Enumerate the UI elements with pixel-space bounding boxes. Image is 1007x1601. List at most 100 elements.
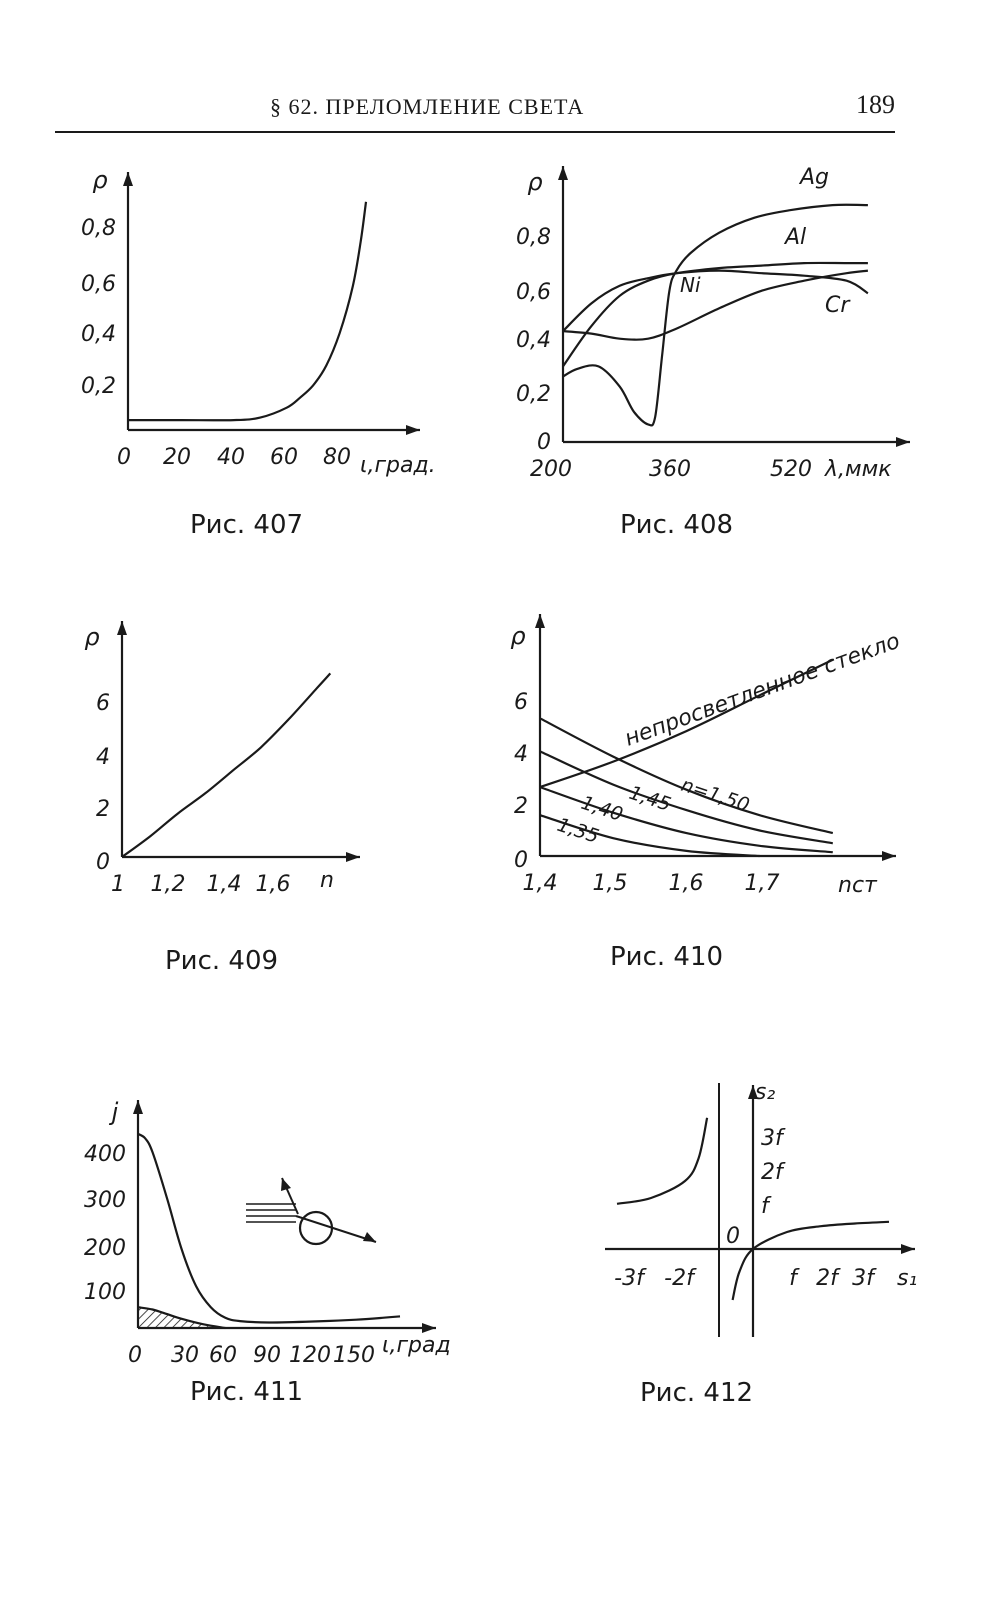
x-axis-arrow xyxy=(346,852,360,862)
x-tick-label: 80 xyxy=(323,445,351,470)
x-axis-arrow xyxy=(901,1244,915,1254)
y-tick-label: 0,4 xyxy=(516,328,551,353)
figure-407-caption: Рис. 407 xyxy=(190,510,304,540)
y-tick-label: 6 xyxy=(514,690,528,715)
figure-409-chart: 1 1,2 1,4 1,6 6 4 2 0 n ρ xyxy=(84,621,360,897)
x-tick-label: 3f xyxy=(852,1266,877,1291)
y-tick-label: 4 xyxy=(514,742,528,767)
x-tick-label: 0 xyxy=(117,445,131,470)
series-label: непросветленное стекло xyxy=(622,629,904,752)
y-axis-arrow xyxy=(748,1085,758,1099)
series-line-135 xyxy=(539,814,760,858)
figure-407-chart: 0 20 40 60 80 0,8 0,6 0,4 0,2 ι,град. ρ xyxy=(81,166,436,478)
y-tick-label: 0,2 xyxy=(516,382,551,407)
y-tick-label: 0 xyxy=(537,430,551,455)
x-axis-label: s₁ xyxy=(897,1266,917,1291)
x-tick-label: -2f xyxy=(664,1266,697,1291)
y-tick-label: 0 xyxy=(96,850,110,875)
y-axis-label: ρ xyxy=(510,622,525,650)
y-tick-label: 0 xyxy=(514,848,528,873)
y-tick-label: 0,2 xyxy=(81,374,116,399)
x-tick-label: 150 xyxy=(333,1343,375,1368)
y-tick-label: 0 xyxy=(726,1224,740,1249)
series-label: Ni xyxy=(680,273,701,297)
series-line-0 xyxy=(127,201,368,422)
series-label: 1,35 xyxy=(554,814,601,848)
y-tick-label: 0,6 xyxy=(81,272,116,297)
x-tick-label: 60 xyxy=(270,445,298,470)
x-axis-arrow xyxy=(896,437,910,447)
x-axis-arrow xyxy=(422,1323,436,1333)
series-line-0 xyxy=(137,1132,401,1324)
y-tick-label: 4 xyxy=(96,745,110,770)
y-axis-label: j xyxy=(109,1098,119,1126)
x-tick-label: 40 xyxy=(217,445,245,470)
figure-411-chart: 0 30 60 90 120 150 400 300 200 100 ι,град j xyxy=(84,1098,451,1368)
y-tick-label: 300 xyxy=(84,1188,126,1213)
y-axis-arrow xyxy=(535,614,545,628)
x-tick-label: 30 xyxy=(171,1343,199,1368)
x-tick-label: 200 xyxy=(530,457,572,482)
x-tick-label: f xyxy=(789,1266,800,1291)
hyperbola-branch-1 xyxy=(731,1220,890,1301)
reflected-ray-arrow xyxy=(281,1178,291,1191)
x-tick-label: 120 xyxy=(289,1343,331,1368)
refracted-ray xyxy=(295,1215,377,1243)
x-tick-label: 520 xyxy=(770,457,812,482)
figure-411-caption: Рис. 411 xyxy=(190,1377,304,1407)
y-axis-label: ρ xyxy=(92,166,107,194)
x-axis-label: ι,град xyxy=(382,1333,451,1358)
series-line-140 xyxy=(539,786,833,854)
y-tick-label: 0,4 xyxy=(81,322,116,347)
x-tick-label: 1,7 xyxy=(745,871,780,896)
x-tick-label: 1,2 xyxy=(151,872,186,897)
series-line-145 xyxy=(539,750,833,845)
y-tick-label: 0,8 xyxy=(81,216,116,241)
x-axis-label: ι,град. xyxy=(360,453,436,478)
x-axis-arrow xyxy=(406,425,420,435)
x-tick-label: 1,6 xyxy=(669,871,704,896)
droplet xyxy=(298,1210,334,1246)
page-header: § 62. ПРЕЛОМЛЕНИЕ СВЕТА 189 xyxy=(55,86,895,134)
figure-412-caption: Рис. 412 xyxy=(640,1378,754,1408)
y-tick-label: 0,6 xyxy=(516,280,551,305)
refracted-ray-arrow xyxy=(363,1232,376,1242)
series-label: 1,45 xyxy=(626,782,673,816)
x-axis-label: n xyxy=(320,868,334,893)
x-tick-label: 90 xyxy=(253,1343,281,1368)
x-tick-label: 1,4 xyxy=(207,872,242,897)
hatched-region xyxy=(138,1307,226,1328)
header-rule xyxy=(55,131,895,133)
figure-408-chart: 200 360 520 0,8 0,6 0,4 0,2 0 λ,ммк ρ Ag Al Ni Cr xyxy=(516,165,910,482)
series-line-Ni xyxy=(562,269,869,332)
y-tick-label: 2 xyxy=(96,797,110,822)
y-axis-label: ρ xyxy=(527,168,542,196)
hyperbola-branch-0 xyxy=(616,1117,709,1205)
x-axis-label: λ,ммк xyxy=(824,457,892,482)
figure-408-caption: Рис. 408 xyxy=(620,510,734,540)
y-tick-label: 3f xyxy=(761,1126,786,1151)
figure-410-chart: 1,4 1,5 1,6 1,7 6 4 2 0 nст ρ непросветленное стек… xyxy=(510,614,904,898)
y-tick-label: 2f xyxy=(761,1160,786,1185)
series-line-Ag xyxy=(562,203,868,427)
x-tick-label: 0 xyxy=(128,1343,142,1368)
y-axis-label: s₂ xyxy=(755,1080,775,1105)
x-tick-label: 360 xyxy=(649,457,691,482)
figure-409-caption: Рис. 409 xyxy=(165,946,279,976)
y-tick-label: f xyxy=(761,1194,772,1219)
series-label: Ag xyxy=(798,165,829,190)
x-axis-arrow xyxy=(882,851,896,861)
x-tick-label: 1,4 xyxy=(523,871,558,896)
y-tick-label: 2 xyxy=(514,794,528,819)
series-label: Al xyxy=(783,225,806,250)
section-title: § 62. ПРЕЛОМЛЕНИЕ СВЕТА xyxy=(270,94,585,119)
y-axis-arrow xyxy=(133,1100,143,1114)
page-number: 189 xyxy=(856,90,895,119)
series-line-n150 xyxy=(539,717,834,835)
y-tick-label: 200 xyxy=(84,1236,126,1261)
y-axis-arrow xyxy=(123,172,133,186)
x-tick-label: 1 xyxy=(111,872,125,897)
series-label: Cr xyxy=(825,293,851,318)
series-line- xyxy=(539,658,834,789)
y-axis-arrow xyxy=(558,166,568,180)
